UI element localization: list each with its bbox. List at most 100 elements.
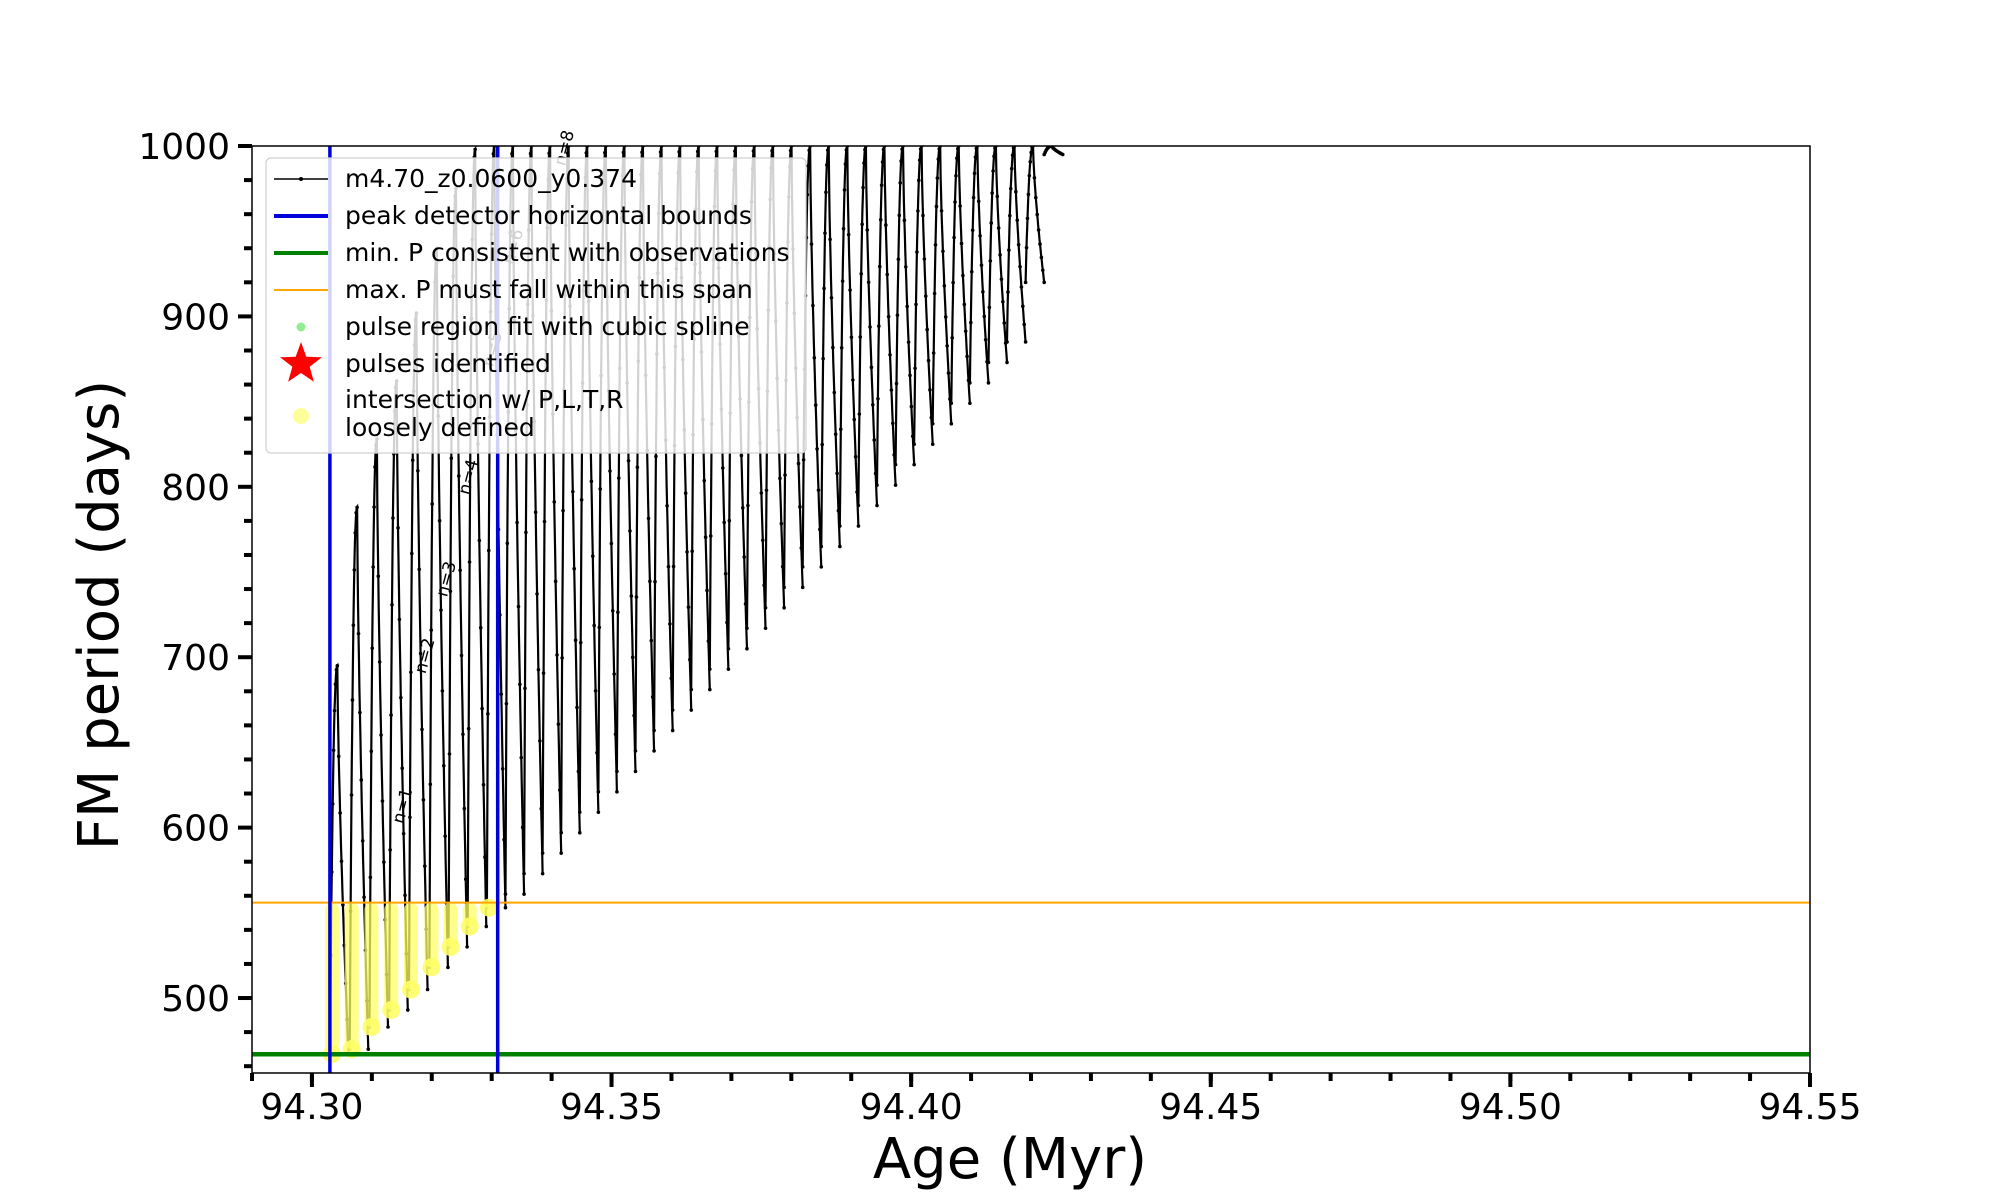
pulse-point: [1005, 340, 1009, 344]
legend-swatch-star: [280, 342, 322, 382]
pulse-point: [410, 458, 415, 463]
pulse-point: [670, 728, 675, 733]
y-tick-label: 500: [161, 979, 230, 1020]
pulse-point: [1032, 175, 1037, 180]
pulse-point: [708, 687, 712, 692]
pulse-point: [439, 608, 443, 612]
pulse-point: [633, 769, 638, 774]
pulse-point: [844, 148, 849, 152]
pulse-point: [916, 178, 921, 183]
pulse-point: [896, 257, 901, 262]
pulse-point: [503, 892, 508, 896]
pulse-point: [1005, 360, 1009, 365]
pulse-point: [809, 242, 814, 246]
pulse-point: [334, 667, 339, 672]
pulse-point: [616, 476, 621, 480]
pulse-point: [1010, 153, 1015, 158]
pulse-point: [941, 249, 945, 254]
pulse-point: [592, 623, 596, 628]
pulse-point: [353, 531, 358, 535]
pulse-point: [499, 692, 504, 696]
pulse-point: [868, 325, 872, 329]
pulse-point: [593, 688, 598, 693]
pulse-point: [621, 150, 626, 155]
x-tick-label: 94.40: [860, 1087, 963, 1128]
pulse-point: [505, 541, 510, 546]
pulse-point: [578, 640, 583, 645]
pulse-point: [857, 412, 862, 416]
pulse-point: [861, 185, 865, 190]
pulse-point: [923, 294, 928, 298]
pulse-curve: [875, 146, 897, 486]
pulse-point: [538, 739, 542, 743]
pulse-point: [751, 149, 756, 153]
legend-label: m4.70_z0.0600_y0.374: [345, 164, 637, 193]
pulse-point: [652, 728, 656, 733]
pulse-point: [338, 811, 342, 815]
pulse-point: [359, 778, 364, 782]
pulse-point: [727, 518, 732, 523]
pulse-point: [893, 462, 898, 467]
pulse-point: [937, 147, 942, 151]
pulse-point: [745, 626, 749, 631]
pulse-point: [352, 568, 357, 572]
pulse-point: [898, 181, 903, 185]
pulse-point: [801, 457, 806, 462]
pulse-point: [705, 588, 709, 593]
pulse-point: [522, 871, 526, 876]
pulse-point: [951, 280, 955, 285]
pulse-point: [486, 548, 491, 553]
pulse-curve: [950, 146, 971, 404]
pulse-point: [463, 877, 468, 882]
pulse-point: [373, 465, 377, 469]
pulse-curve: [820, 146, 841, 547]
pulse-point: [388, 848, 392, 852]
pulse-point: [813, 403, 818, 407]
pulse-point: [560, 656, 564, 660]
pulse-point: [689, 687, 694, 692]
pulse-point: [571, 489, 575, 494]
pulse-point: [983, 337, 988, 342]
pulse-point: [462, 806, 467, 811]
pulse-point: [665, 503, 669, 508]
pulse-point: [518, 682, 522, 687]
pulse-point: [875, 503, 879, 508]
pulse-point: [416, 468, 420, 473]
pulse-point: [949, 421, 954, 426]
pulse-point: [540, 851, 545, 855]
pulse-point: [739, 453, 744, 458]
intersection-point: [422, 958, 441, 977]
pulse-point: [746, 503, 750, 508]
pulse-point: [958, 204, 962, 208]
pulse-point: [915, 250, 919, 254]
pulse-point: [376, 574, 381, 579]
y-tick-label: 600: [161, 809, 230, 850]
pulse-point: [759, 491, 764, 495]
pulse-point: [779, 521, 784, 526]
pulse-point: [503, 905, 508, 910]
pulse-point: [952, 235, 956, 240]
pulse-point: [524, 530, 528, 535]
pulse-point: [1001, 299, 1005, 304]
pulse-point: [935, 176, 940, 180]
pulse-point: [841, 226, 846, 231]
pulse-point: [1038, 242, 1042, 246]
pulse-point: [1042, 280, 1046, 285]
pulse-point: [962, 302, 967, 307]
pulse-point: [449, 456, 454, 461]
pulse-point: [440, 689, 445, 693]
pulse-point: [890, 421, 895, 426]
pulse-point: [838, 544, 842, 549]
pulse-point: [968, 381, 972, 385]
pulse-point: [615, 769, 619, 774]
pulse-point: [819, 544, 824, 549]
pulse-curve: [485, 146, 507, 908]
pulse-point: [821, 356, 825, 361]
pulse-point: [552, 500, 557, 504]
pulse-point: [998, 253, 1002, 257]
pulse-point: [355, 505, 359, 510]
pulse-point: [640, 150, 644, 155]
pulse-point: [825, 163, 829, 167]
legend-label: pulses identified: [345, 349, 551, 378]
pulse-point: [928, 388, 932, 392]
